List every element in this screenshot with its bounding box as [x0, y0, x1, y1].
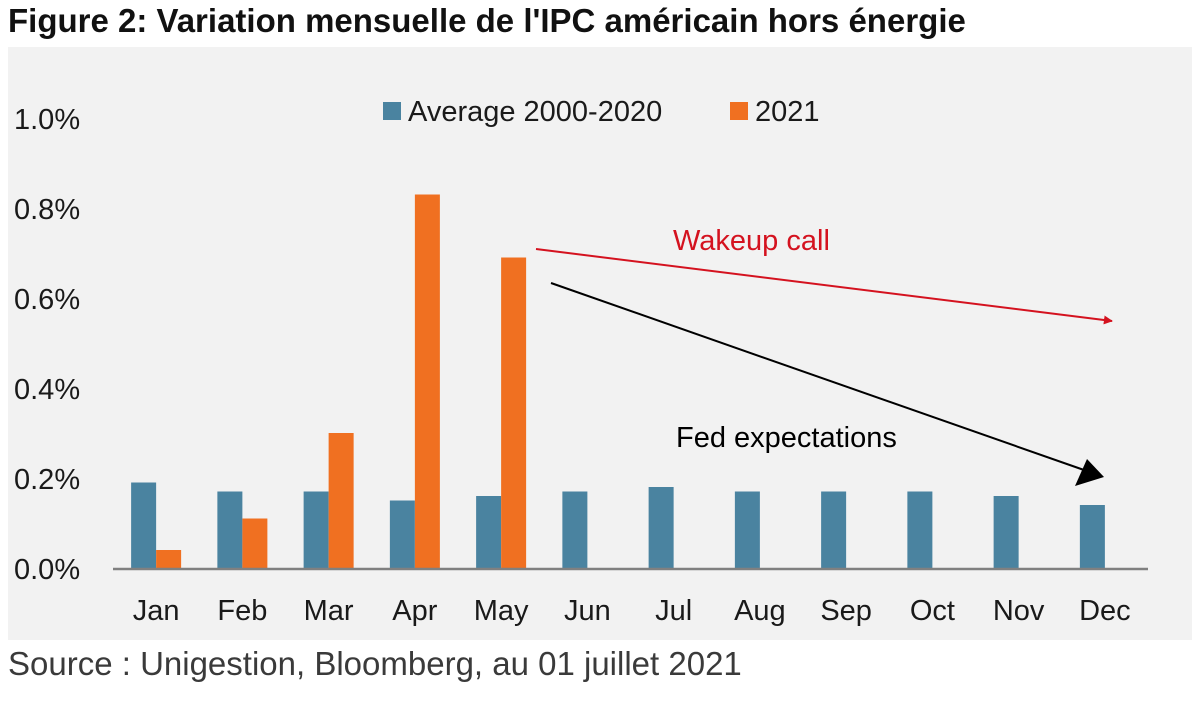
annotation-wakeup-call: Wakeup call — [673, 225, 830, 257]
y-tick-label: 1.0% — [14, 104, 80, 136]
x-tick-label: Nov — [993, 595, 1045, 627]
figure-title: Figure 2: Variation mensuelle de l'IPC a… — [8, 2, 966, 39]
bar-average-oct — [907, 491, 933, 568]
x-tick-label: Jul — [655, 595, 692, 627]
bar-2021-apr — [414, 194, 440, 568]
bar-average-may — [476, 496, 502, 568]
x-tick-label: Jun — [564, 595, 611, 627]
legend-label-average: Average 2000-2020 — [408, 96, 662, 128]
y-tick-label: 0.2% — [14, 464, 80, 496]
bar-chart: 0.0% 0.2% 0.4% 0.6% 0.8% 1.0% Jan Feb Mar Apr May… — [14, 96, 1148, 627]
bar-2021-jan — [156, 550, 182, 568]
y-tick-label: 0.8% — [14, 194, 80, 226]
x-tick-label: Oct — [910, 595, 955, 627]
bar-average-jun — [562, 491, 588, 568]
bar-average-feb — [217, 491, 243, 568]
x-tick-label: Aug — [734, 595, 786, 627]
annotation-fed-expectations: Fed expectations — [676, 422, 897, 454]
x-tick-label: Mar — [304, 595, 354, 627]
y-axis: 0.0% 0.2% 0.4% 0.6% 0.8% 1.0% — [14, 104, 80, 586]
x-tick-label: Jan — [133, 595, 180, 627]
legend: Average 2000-2020 2021 — [383, 96, 820, 128]
bar-average-aug — [734, 491, 760, 568]
x-tick-label: Dec — [1079, 595, 1131, 627]
x-tick-label: May — [474, 595, 529, 627]
bar-average-sep — [821, 491, 847, 568]
legend-label-2021: 2021 — [755, 96, 820, 128]
bar-average-mar — [303, 491, 329, 568]
x-tick-label: Apr — [392, 595, 437, 627]
x-tick-label: Sep — [820, 595, 872, 627]
bar-average-nov — [993, 496, 1019, 568]
bar-average-apr — [389, 500, 415, 568]
x-axis: Jan Feb Mar Apr May Jun Jul Aug Sep Oct Nov Dec — [113, 567, 1148, 627]
fed-expectations-arrow — [550, 282, 1085, 471]
legend-swatch-average — [383, 102, 401, 120]
bar-average-jul — [648, 487, 674, 568]
bar-2021-feb — [242, 518, 268, 568]
bar-2021-mar — [328, 433, 354, 568]
fed-expectations-arrowhead — [1075, 459, 1104, 486]
y-tick-label: 0.0% — [14, 554, 80, 586]
y-tick-label: 0.4% — [14, 374, 80, 406]
bars — [131, 194, 1105, 568]
annotations: Wakeup call Fed expectations — [535, 225, 1113, 486]
y-tick-label: 0.6% — [14, 284, 80, 316]
source-note: Source : Unigestion, Bloomberg, au 01 ju… — [8, 645, 742, 682]
legend-swatch-2021 — [730, 102, 748, 120]
wakeup-call-arrow — [535, 248, 1113, 325]
bar-2021-may — [501, 257, 527, 568]
bar-average-dec — [1079, 505, 1105, 568]
x-tick-label: Feb — [217, 595, 267, 627]
bar-average-jan — [131, 482, 157, 568]
